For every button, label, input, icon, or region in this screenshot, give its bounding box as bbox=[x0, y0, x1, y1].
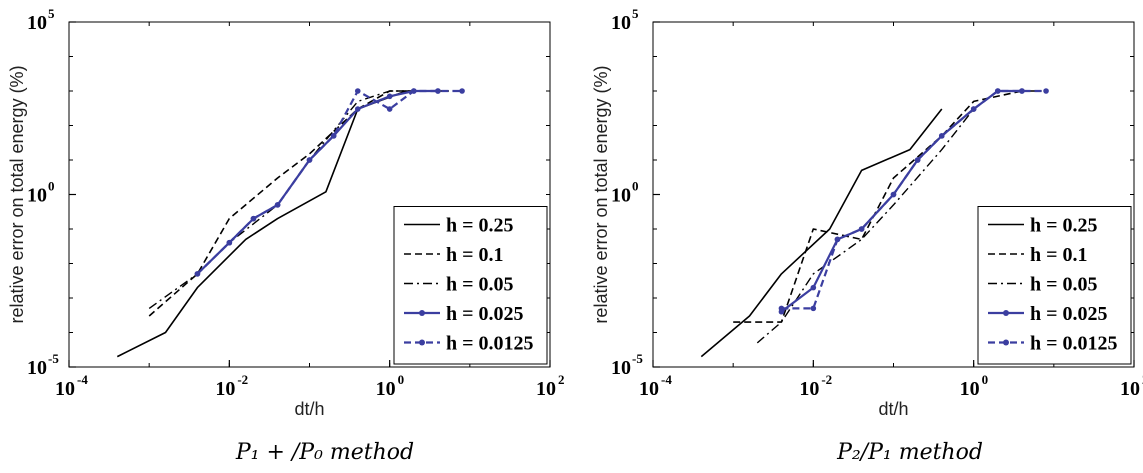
x-tick-label-exponent: -2 bbox=[237, 372, 248, 387]
data-point bbox=[275, 202, 281, 208]
x-tick-label-exponent: -4 bbox=[77, 372, 88, 387]
legend: h = 0.25 h = 0.1 h = 0.05 h = 0.025 h = 0.01… bbox=[394, 207, 547, 365]
legend-marker bbox=[419, 310, 425, 316]
data-point bbox=[939, 133, 945, 139]
data-point bbox=[971, 106, 977, 112]
x-tick-label-exponent: -2 bbox=[821, 372, 832, 387]
legend-marker bbox=[419, 340, 425, 346]
y-tick-label: 10 bbox=[27, 185, 47, 207]
y-tick-label-exponent: 0 bbox=[48, 179, 55, 194]
x-tick-label-exponent: 2 bbox=[558, 372, 565, 387]
data-point bbox=[1043, 88, 1049, 94]
legend: h = 0.25 h = 0.1 h = 0.05 h = 0.025 h = 0.01… bbox=[978, 207, 1131, 365]
data-point bbox=[1019, 88, 1025, 94]
data-point bbox=[307, 157, 313, 163]
data-point bbox=[227, 240, 233, 246]
x-tick-label: 10 bbox=[799, 378, 819, 400]
x-tick-label-exponent: 0 bbox=[982, 372, 989, 387]
x-axis-label: dt/h bbox=[878, 399, 908, 419]
x-tick-label-exponent: 0 bbox=[398, 372, 405, 387]
data-point bbox=[387, 106, 393, 112]
data-point bbox=[387, 94, 393, 100]
data-point bbox=[459, 88, 465, 94]
legend-entry: h = 0.1 bbox=[1030, 244, 1088, 266]
legend-entry: h = 0.025 bbox=[446, 303, 524, 325]
data-point bbox=[915, 157, 921, 163]
data-point bbox=[995, 88, 1001, 94]
data-point bbox=[195, 271, 201, 277]
legend-entry: h = 0.025 bbox=[1030, 303, 1108, 325]
data-point bbox=[811, 285, 817, 291]
data-point bbox=[811, 306, 817, 312]
x-tick-label: 10 bbox=[960, 378, 980, 400]
legend-entry: h = 0.05 bbox=[446, 274, 514, 296]
y-tick-label: 10 bbox=[611, 185, 631, 207]
x-tick-label-exponent: -4 bbox=[661, 372, 672, 387]
data-point bbox=[411, 88, 417, 94]
x-tick-label: 10 bbox=[639, 378, 659, 400]
legend-entry: h = 0.0125 bbox=[1030, 333, 1118, 355]
data-point bbox=[251, 216, 257, 222]
legend-entry: h = 0.25 bbox=[446, 215, 514, 237]
x-tick-label: 10 bbox=[376, 378, 396, 400]
legend-entry: h = 0.25 bbox=[1030, 215, 1098, 237]
data-point bbox=[355, 106, 361, 112]
legend-marker bbox=[1003, 310, 1009, 316]
panel-caption: P₁ + /P₀ method bbox=[235, 440, 414, 465]
y-tick-label-exponent: 5 bbox=[632, 6, 639, 21]
legend-entry: h = 0.0125 bbox=[446, 333, 534, 355]
data-point bbox=[859, 226, 865, 232]
y-tick-label-exponent: 5 bbox=[48, 6, 55, 21]
data-point bbox=[779, 306, 785, 312]
data-point bbox=[835, 237, 841, 243]
data-point bbox=[331, 133, 337, 139]
x-tick-label: 10 bbox=[1120, 378, 1140, 400]
y-tick-label: 10 bbox=[611, 357, 631, 379]
data-point bbox=[355, 88, 361, 94]
y-axis-label: relative error on total energy (%) bbox=[591, 65, 611, 323]
legend-entry: h = 0.05 bbox=[1030, 274, 1098, 296]
panel-caption: P₂/P₁ method bbox=[836, 440, 983, 465]
x-axis-label: dt/h bbox=[294, 399, 324, 419]
data-point bbox=[435, 88, 441, 94]
y-tick-label: 10 bbox=[27, 357, 47, 379]
x-tick-label: 10 bbox=[215, 378, 235, 400]
y-tick-label-exponent: -5 bbox=[48, 351, 59, 366]
y-axis-label: relative error on total energy (%) bbox=[7, 65, 27, 323]
y-tick-label-exponent: -5 bbox=[632, 351, 643, 366]
x-tick-label: 10 bbox=[55, 378, 75, 400]
y-tick-label: 10 bbox=[611, 12, 631, 34]
legend-marker bbox=[1003, 340, 1009, 346]
data-point bbox=[891, 192, 897, 198]
x-tick-label: 10 bbox=[536, 378, 556, 400]
legend-entry: h = 0.1 bbox=[446, 244, 504, 266]
y-tick-label: 10 bbox=[27, 12, 47, 34]
y-tick-label-exponent: 0 bbox=[632, 179, 639, 194]
